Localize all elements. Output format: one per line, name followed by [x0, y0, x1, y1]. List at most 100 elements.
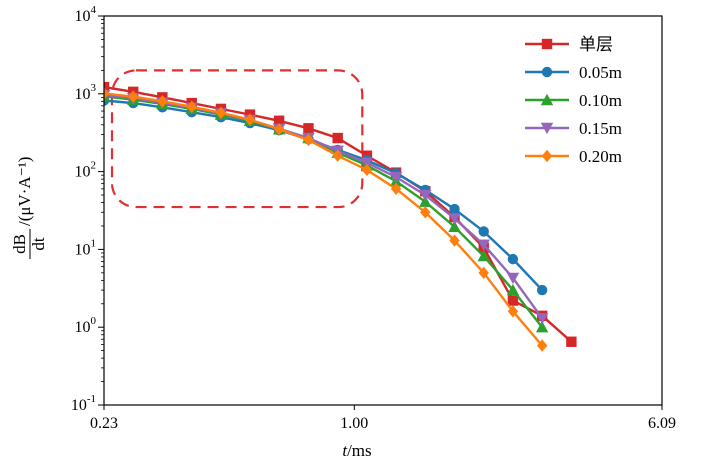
- data-point: [419, 189, 432, 202]
- y-tick-base: 10: [71, 397, 87, 414]
- highlight-region-layer: [110, 69, 364, 209]
- data-point: [303, 133, 314, 147]
- series-1: [103, 95, 548, 296]
- y-tick-label: 100: [75, 315, 97, 336]
- series-markers: [104, 81, 577, 347]
- data-point: [332, 149, 343, 162]
- data-point: [448, 213, 461, 225]
- legend-label: 0.15m: [579, 119, 622, 138]
- data-point: [566, 336, 577, 347]
- series-markers: [104, 95, 548, 296]
- data-point: [215, 106, 227, 119]
- data-point: [186, 100, 197, 114]
- data-point: [273, 115, 285, 126]
- y-tick-label: 104: [75, 4, 97, 25]
- x-axis-var: t: [342, 441, 348, 460]
- data-point: [507, 295, 519, 306]
- data-point: [332, 132, 343, 144]
- y-axis-fraction-denominator: dt: [29, 237, 48, 251]
- legend-swatch-marker: [541, 149, 553, 163]
- data-point: [104, 87, 110, 100]
- plot-frame: [103, 15, 663, 406]
- data-point: [127, 90, 139, 103]
- series-0: [103, 81, 577, 347]
- y-tick-label: 10-1: [71, 393, 96, 414]
- data-point: [478, 226, 489, 237]
- y-tick-base: 10: [75, 319, 91, 336]
- data-point: [477, 239, 490, 251]
- data-point: [419, 195, 432, 207]
- data-point: [448, 220, 461, 233]
- series-layer: [103, 81, 577, 352]
- x-axis-ticks: 0.23 1.00 6.09: [90, 405, 676, 432]
- data-point: [478, 266, 489, 280]
- y-tick-exponent: -1: [87, 393, 96, 405]
- series-2: [103, 90, 549, 333]
- series-line: [103, 85, 573, 343]
- legend-item: 0.10m: [525, 91, 622, 110]
- series-line: [103, 92, 544, 347]
- data-point: [536, 339, 548, 352]
- data-point: [535, 321, 549, 333]
- data-point: [507, 253, 519, 265]
- data-point: [273, 123, 285, 136]
- y-tick-base: 10: [75, 164, 91, 181]
- data-point: [449, 234, 460, 247]
- y-tick-base: 10: [75, 8, 91, 25]
- legend-label: 0.20m: [579, 147, 622, 166]
- series-4: [103, 87, 548, 352]
- data-point: [361, 163, 373, 177]
- y-tick-base: 10: [75, 86, 91, 103]
- y-tick-label: 103: [75, 82, 97, 103]
- y-tick-label: 101: [75, 237, 97, 258]
- legend-item: 0.05m: [525, 63, 622, 82]
- legend-label: 单层: [579, 35, 613, 54]
- data-point: [477, 249, 490, 262]
- series-line: [103, 99, 544, 291]
- y-tick-exponent: 0: [91, 315, 97, 327]
- x-tick-label: 0.23: [90, 415, 118, 432]
- x-axis-unit: /ms: [347, 441, 372, 460]
- highlight-region: [110, 69, 364, 209]
- x-tick-label: 6.09: [648, 415, 676, 432]
- legend: 单层 0.05m 0.10m 0.15m 0.20m: [525, 35, 622, 166]
- data-point: [449, 203, 460, 215]
- y-tick-exponent: 1: [91, 237, 97, 249]
- data-point: [506, 272, 520, 285]
- data-point: [420, 206, 431, 219]
- data-point: [389, 171, 403, 184]
- legend-item: 0.20m: [525, 147, 622, 166]
- data-point: [507, 305, 519, 318]
- data-point: [244, 113, 256, 126]
- x-axis-title: t/ms: [342, 441, 371, 460]
- y-axis-title: dB dt /(μV·A⁻¹): [10, 157, 48, 259]
- y-axis-fraction-numerator: dB: [10, 234, 29, 254]
- data-point: [536, 284, 548, 296]
- series-markers: [104, 90, 549, 333]
- y-tick-exponent: 2: [91, 160, 97, 172]
- data-point: [535, 313, 549, 325]
- data-point: [390, 182, 402, 196]
- data-point: [157, 95, 168, 108]
- series-markers: [104, 87, 548, 352]
- legend-swatch-marker: [541, 38, 553, 50]
- data-point: [303, 123, 314, 134]
- y-tick-exponent: 4: [91, 4, 97, 16]
- legend-item: 0.15m: [525, 119, 622, 138]
- y-tick-exponent: 3: [91, 82, 97, 94]
- legend-label: 0.10m: [579, 91, 622, 110]
- y-tick-base: 10: [75, 241, 91, 258]
- y-axis-unit: /(μV·A⁻¹): [15, 157, 34, 226]
- x-tick-label: 1.00: [340, 415, 368, 432]
- legend-item: 单层: [525, 35, 613, 54]
- legend-swatch-marker: [540, 93, 554, 106]
- legend-label: 0.05m: [579, 63, 622, 82]
- legend-swatch-marker: [540, 122, 554, 135]
- data-point: [104, 81, 110, 93]
- series-line: [103, 95, 544, 328]
- data-point: [360, 157, 374, 169]
- legend-swatch-marker: [541, 66, 553, 78]
- y-tick-label: 102: [75, 160, 97, 181]
